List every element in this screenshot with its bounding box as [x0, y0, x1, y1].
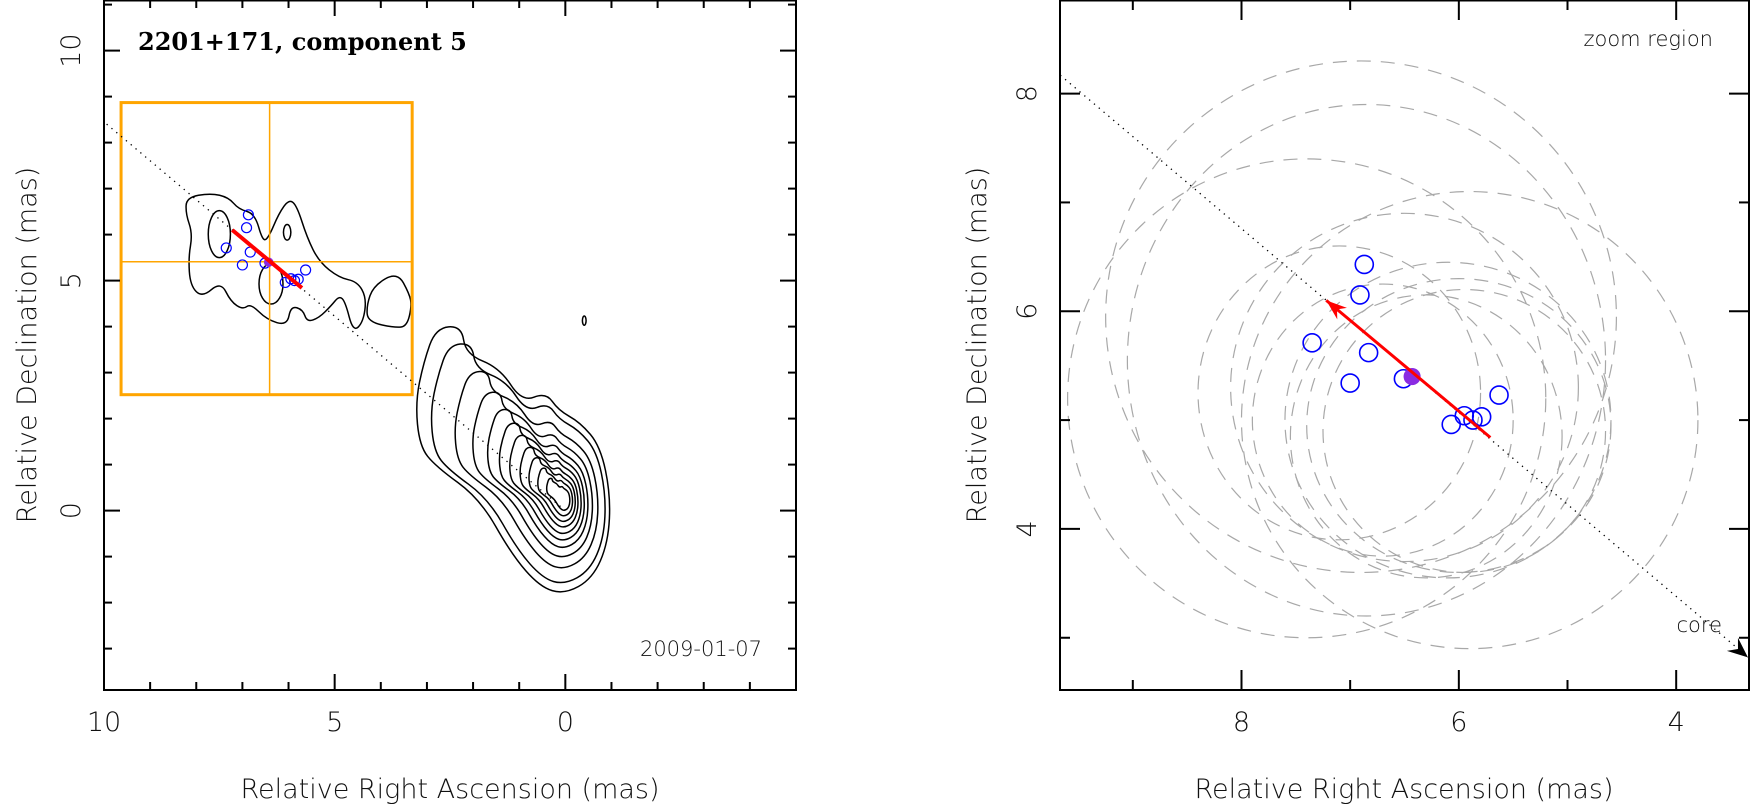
y-tick-label: 4 — [1012, 520, 1043, 537]
zoom-region-label: zoom region — [1583, 27, 1713, 51]
uncertainty-ellipse-dashed — [1230, 212, 1579, 563]
core-contour — [545, 477, 571, 511]
x-tick-label: 0 — [557, 707, 574, 738]
core-contour — [519, 446, 579, 528]
jet-contour — [366, 275, 412, 328]
y-tick-label: 5 — [56, 272, 87, 289]
motion-vector-arrowhead — [1326, 300, 1347, 320]
jet-contour — [185, 193, 367, 330]
core-contour — [472, 391, 594, 558]
epoch-date-label: 2009-01-07 — [640, 637, 762, 661]
core-contour — [416, 326, 611, 593]
ridge-line-dotted — [104, 121, 566, 512]
uncertainty-ellipse-dashed — [1197, 245, 1482, 541]
left-frame — [103, 0, 797, 691]
component-position-marker — [220, 242, 232, 254]
zoom-region-box — [119, 101, 414, 397]
component-position-marker — [1354, 254, 1375, 275]
core-contour — [430, 343, 606, 584]
component-position-marker — [1340, 373, 1360, 393]
x-tick-label: 8 — [1233, 707, 1250, 738]
component-position-marker — [300, 264, 312, 276]
jet-contour — [207, 209, 232, 259]
core-contour — [537, 467, 574, 517]
component-position-marker — [1441, 414, 1462, 435]
core-contour — [498, 422, 586, 541]
x-tick-label: 5 — [326, 707, 343, 738]
core-label: core — [1677, 613, 1723, 637]
component-position-marker — [1350, 285, 1370, 305]
left-plot-title: 2201+171, component 5 — [138, 27, 467, 56]
x-tick-label: 10 — [87, 707, 121, 738]
component-position-marker — [242, 209, 254, 221]
component-position-marker — [1489, 385, 1509, 405]
motion-vector-line — [230, 228, 304, 290]
core-contour — [509, 434, 582, 535]
left-x-axis-label: Relative Right Ascension (mas) — [240, 774, 659, 805]
left-panel-map: 10 5 0 10 5 0 2201+171, component 5 2009-01-0… — [12, 0, 797, 805]
core-contour — [486, 408, 589, 549]
right-ticks: 8 6 4 8 6 4 — [1012, 0, 1749, 738]
uncertainty-ellipse-dashed — [1284, 261, 1612, 579]
core-direction-arrowhead — [1726, 637, 1748, 658]
left-y-axis-label: Relative Declination (mas) — [12, 167, 43, 524]
component-position-marker — [1471, 407, 1492, 427]
uncertainty-ellipse-dashed — [1306, 278, 1612, 574]
uncertainty-ellipse-dashed — [1289, 294, 1563, 579]
right-panel-zoom: 8 6 4 8 6 4 zoom region core Relative Right A… — [962, 0, 1750, 805]
left-plot-area — [104, 101, 611, 593]
jet-contour — [282, 223, 292, 241]
core-contour — [454, 370, 599, 569]
y-tick-label: 10 — [56, 33, 87, 67]
left-ticks: 10 5 0 10 5 0 — [56, 0, 797, 738]
right-plot-area — [1060, 60, 1749, 659]
right-y-axis-label: Relative Declination (mas) — [962, 167, 993, 524]
uncertainty-ellipse-dashed — [1105, 60, 1618, 574]
component-position-marker — [236, 259, 248, 271]
component-position-marker — [1463, 410, 1483, 430]
motion-vector-line — [1325, 299, 1492, 439]
jet-contour — [581, 315, 587, 326]
x-tick-label: 6 — [1450, 707, 1467, 738]
x-tick-label: 4 — [1668, 707, 1685, 738]
y-tick-label: 6 — [1012, 303, 1043, 320]
uncertainty-ellipse-dashed — [1251, 283, 1514, 557]
component-position-marker — [240, 222, 253, 234]
mean-position-marker — [1403, 368, 1421, 386]
core-contour — [528, 456, 577, 523]
y-tick-label: 8 — [1012, 85, 1043, 102]
y-tick-label: 0 — [56, 502, 87, 519]
component-position-marker — [1358, 342, 1379, 363]
right-frame — [1059, 0, 1750, 691]
uncertainty-ellipse-dashed — [1067, 158, 1547, 639]
component-position-marker — [1302, 333, 1322, 353]
right-x-axis-label: Relative Right Ascension (mas) — [1194, 774, 1613, 805]
uncertainty-ellipse-dashed — [1126, 103, 1607, 617]
